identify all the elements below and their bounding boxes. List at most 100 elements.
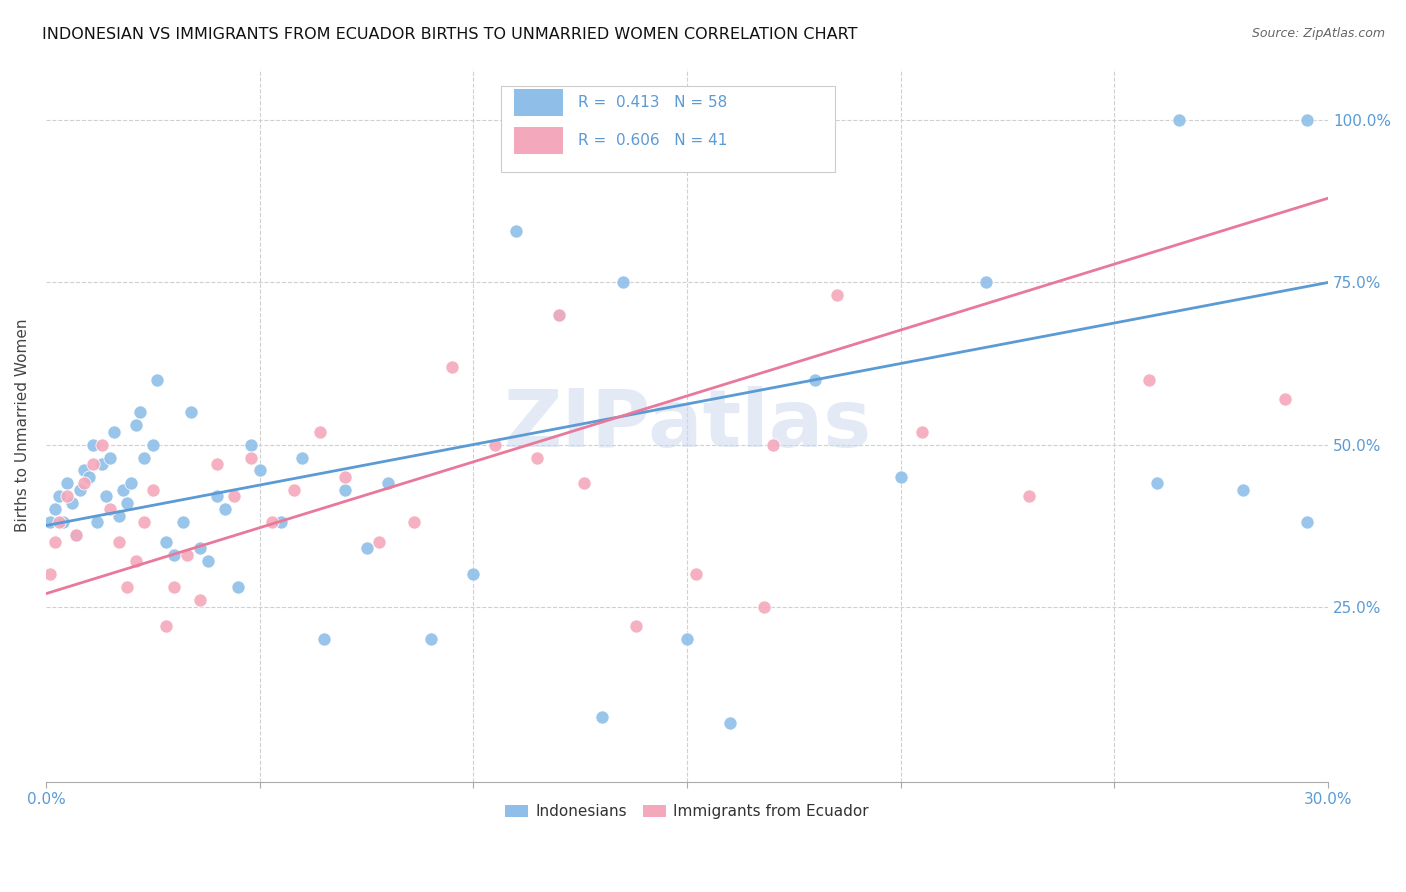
Point (129, 405, 152, 419)
Text: R =  0.413   N = 58: R = 0.413 N = 58 (578, 95, 727, 111)
Point (98, 450, 121, 465)
Point (60, 496, 83, 510)
Point (115, 580, 138, 594)
Legend: Indonesians, Immigrants from Ecuador: Indonesians, Immigrants from Ecuador (499, 798, 875, 825)
Point (73, 476, 96, 491)
Point (574, 476, 596, 491)
Point (205, 490, 228, 504)
Point (77, 470, 100, 484)
Point (111, 483, 134, 497)
Point (65, 528, 87, 542)
Point (419, 632, 441, 646)
Point (222, 490, 245, 504)
Point (90, 437, 112, 451)
Point (44, 534, 66, 549)
Point (624, 619, 647, 633)
Point (73, 463, 96, 477)
Point (333, 470, 356, 484)
Point (146, 373, 169, 387)
Point (890, 470, 912, 484)
Point (270, 516, 292, 530)
Point (69, 483, 91, 497)
Point (65, 528, 87, 542)
Point (226, 580, 249, 594)
Point (94, 490, 117, 504)
Text: ZIPatlas: ZIPatlas (503, 386, 872, 464)
Point (214, 502, 236, 516)
Point (440, 359, 463, 374)
Point (52, 516, 75, 530)
Point (188, 541, 211, 556)
Point (163, 580, 186, 594)
Text: INDONESIAN VS IMMIGRANTS FROM ECUADOR BIRTHS TO UNMARRIED WOMEN CORRELATION CHAR: INDONESIAN VS IMMIGRANTS FROM ECUADOR BI… (42, 27, 858, 42)
Point (463, 567, 485, 582)
Point (82, 437, 104, 451)
Text: Source: ZipAtlas.com: Source: ZipAtlas.com (1251, 27, 1385, 40)
Point (107, 508, 129, 523)
Point (308, 425, 330, 439)
Point (39, 516, 62, 530)
Point (103, 425, 125, 439)
Point (718, 716, 741, 731)
Y-axis label: Births to Unmarried Women: Births to Unmarried Women (15, 318, 30, 532)
Point (283, 483, 305, 497)
Point (1146, 476, 1168, 491)
Point (547, 308, 569, 322)
Point (356, 541, 378, 556)
Point (134, 516, 156, 530)
Point (176, 548, 198, 562)
Point (1295, 113, 1317, 128)
Point (180, 405, 202, 419)
Point (155, 619, 177, 633)
Point (142, 483, 165, 497)
Point (333, 483, 356, 497)
Point (56, 490, 79, 504)
Point (591, 710, 613, 724)
Point (134, 450, 156, 465)
Point (205, 457, 228, 471)
Point (197, 554, 219, 568)
Point (240, 437, 263, 451)
Point (1167, 113, 1189, 128)
Point (90, 457, 112, 471)
Point (1295, 516, 1317, 530)
Point (86, 516, 108, 530)
Point (188, 593, 211, 607)
Point (120, 476, 142, 491)
Point (547, 308, 569, 322)
Point (291, 450, 314, 465)
Point (115, 496, 138, 510)
FancyBboxPatch shape (501, 87, 835, 172)
Point (98, 502, 121, 516)
Point (377, 476, 399, 491)
Point (56, 476, 79, 491)
Point (685, 567, 707, 582)
Point (676, 632, 699, 646)
Point (172, 516, 194, 530)
Point (402, 516, 425, 530)
Point (39, 567, 62, 582)
Point (825, 288, 848, 302)
Point (1018, 490, 1040, 504)
Point (125, 418, 148, 433)
Point (761, 437, 783, 451)
Point (125, 554, 148, 568)
Point (1274, 392, 1296, 406)
FancyBboxPatch shape (515, 127, 562, 154)
Text: R =  0.606   N = 41: R = 0.606 N = 41 (578, 133, 727, 148)
Point (82, 457, 104, 471)
Point (526, 450, 548, 465)
Point (107, 534, 129, 549)
Point (163, 548, 186, 562)
Point (249, 463, 271, 477)
Point (612, 276, 634, 290)
Point (1232, 483, 1254, 497)
Point (48, 516, 70, 530)
Point (262, 516, 284, 530)
Point (142, 437, 165, 451)
Point (974, 276, 997, 290)
Point (752, 599, 775, 614)
Point (911, 425, 934, 439)
Point (505, 224, 527, 238)
Point (368, 534, 391, 549)
